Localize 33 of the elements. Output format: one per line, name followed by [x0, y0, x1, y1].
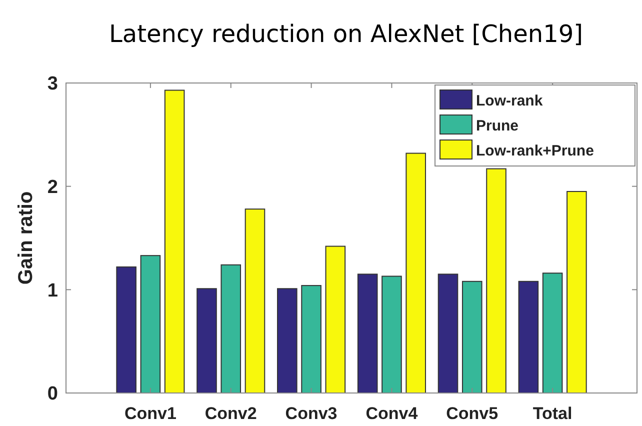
legend-label: Prune	[476, 117, 519, 134]
bar	[116, 266, 136, 394]
bar	[486, 168, 506, 394]
bar	[220, 264, 242, 394]
bar	[196, 288, 217, 394]
y-axis-title: Gain ratio	[15, 191, 37, 285]
bar	[301, 285, 322, 394]
y-tick-label: 1	[47, 280, 58, 302]
bar	[438, 274, 458, 394]
chart-title: Latency reduction on AlexNet [Chen19]	[109, 20, 583, 48]
bar	[462, 280, 482, 394]
bar	[406, 152, 426, 394]
bar	[277, 288, 298, 394]
x-tick-label: Conv5	[446, 404, 498, 423]
bar	[566, 191, 587, 394]
x-tick-label: Conv1	[124, 404, 176, 423]
bar	[140, 255, 161, 394]
bar	[164, 90, 185, 394]
y-tick-label: 3	[47, 74, 58, 95]
x-tick-label: Conv3	[285, 404, 338, 423]
bar	[542, 272, 563, 394]
bar	[518, 280, 539, 394]
y-tick-label: 0	[47, 384, 58, 405]
x-tick-label: Conv2	[204, 404, 257, 423]
bar	[244, 208, 266, 394]
y-tick-label: 2	[47, 176, 58, 198]
x-tick-label: Total	[532, 404, 572, 423]
bar	[325, 246, 346, 394]
legend-label: Low-rank	[476, 92, 544, 110]
bar	[357, 274, 378, 394]
bar	[382, 276, 402, 394]
x-tick-label: Conv4	[366, 404, 418, 423]
legend-label: Low-rank+Prune	[476, 142, 594, 160]
